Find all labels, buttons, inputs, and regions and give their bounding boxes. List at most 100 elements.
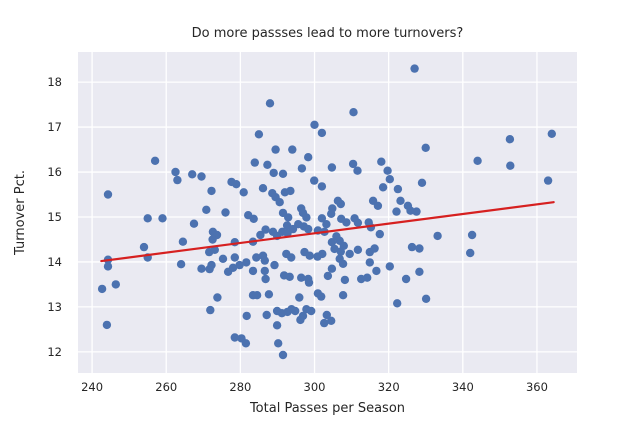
y-axis-label: Turnover Pct. — [13, 170, 28, 256]
scatter-point — [336, 199, 345, 209]
scatter-point — [178, 237, 188, 246]
scatter-point — [342, 218, 351, 227]
scatter-point — [274, 339, 283, 348]
scatter-point — [248, 266, 258, 276]
scatter-point — [421, 294, 431, 303]
scatter-point — [317, 182, 327, 191]
scatter-point — [221, 208, 230, 217]
scatter-point — [305, 251, 314, 260]
scatter-point — [275, 198, 284, 207]
scatter-point — [252, 253, 261, 262]
scatter-point — [320, 318, 329, 328]
scatter-point — [348, 159, 358, 169]
scatter-point — [353, 218, 363, 227]
scatter-point — [327, 264, 337, 273]
scatter-point — [228, 263, 238, 272]
scatter-point — [295, 293, 304, 302]
scatter-point — [207, 186, 216, 196]
scatter-point — [206, 305, 215, 315]
scatter-point — [232, 180, 241, 189]
scatter-point — [256, 230, 265, 240]
scatter-point — [317, 214, 327, 223]
x-axis-label: Total Passes per Season — [249, 401, 405, 416]
scatter-point — [353, 245, 363, 254]
scatter-point — [250, 158, 259, 167]
scatter-point — [158, 214, 167, 223]
scatter-point — [202, 205, 211, 214]
trend-line — [100, 201, 555, 263]
scatter-point — [336, 247, 345, 256]
scatter-point — [373, 201, 383, 210]
scatter-point — [213, 293, 222, 302]
scatter-point — [363, 273, 372, 282]
scatter-point — [271, 145, 280, 154]
scatter-point — [173, 175, 182, 185]
scatter-point — [139, 242, 149, 252]
y-tick-label: 15 — [47, 210, 62, 224]
scatter-point — [265, 99, 275, 108]
scatter-point — [327, 238, 337, 247]
scatter-point — [412, 207, 421, 216]
x-tick-label: 280 — [229, 380, 251, 394]
scatter-point — [284, 213, 293, 222]
scatter-point — [176, 260, 186, 269]
scatter-point — [375, 229, 384, 239]
scatter-point — [327, 163, 337, 172]
scatter-point — [338, 291, 348, 300]
scatter-point — [392, 207, 401, 216]
x-tick-label: 360 — [526, 380, 548, 394]
scatter-point — [410, 64, 419, 73]
scatter-point — [262, 310, 271, 320]
scatter-point — [102, 320, 112, 330]
scatter-point — [304, 153, 313, 162]
scatter-point — [433, 231, 442, 241]
scatter-point — [252, 291, 262, 300]
scatter-point — [143, 214, 152, 223]
scatter-point — [317, 128, 327, 138]
x-tick-label: 300 — [304, 380, 326, 394]
scatter-point — [249, 214, 258, 223]
scatter-point — [278, 169, 288, 178]
y-tick-label: 14 — [47, 255, 62, 269]
scatter-point — [302, 213, 311, 222]
scatter-point — [307, 306, 316, 316]
scatter-point — [263, 160, 272, 169]
scatter-point — [197, 264, 206, 273]
grid-layer — [78, 52, 577, 373]
scatter-point — [261, 274, 270, 284]
scatter-point — [365, 258, 374, 267]
scatter-point — [393, 184, 403, 194]
scatter-point — [103, 262, 113, 271]
scatter-point — [269, 168, 278, 178]
scatter-point — [241, 339, 251, 348]
scatter-point — [543, 176, 553, 185]
scatter-point — [278, 350, 288, 360]
scatter-point — [385, 262, 394, 271]
scatter-point — [239, 188, 248, 197]
x-tick-label: 240 — [81, 380, 103, 394]
scatter-point — [197, 172, 206, 181]
scatter-point — [171, 167, 180, 177]
scatter-point — [258, 184, 268, 193]
scatter-point — [467, 230, 477, 240]
scatter-point — [345, 249, 354, 259]
scatter-point — [287, 253, 296, 262]
y-tick-label: 18 — [47, 75, 62, 89]
scatter-point — [330, 244, 339, 254]
scatter-point — [340, 275, 350, 285]
scatter-point — [322, 220, 331, 229]
scatter-point — [372, 266, 381, 276]
scatter-point — [260, 266, 269, 276]
scatter-point — [327, 209, 336, 218]
x-tick-label: 340 — [452, 380, 474, 394]
scatter-point — [296, 315, 305, 325]
scatter-point — [338, 259, 348, 268]
scatter-point — [242, 311, 251, 321]
scatter-point — [285, 272, 294, 281]
scatter-point — [97, 284, 107, 294]
scatter-point — [383, 166, 392, 175]
scatter-point — [421, 143, 430, 152]
scatter-point — [103, 190, 113, 199]
scatter-point — [264, 290, 274, 299]
